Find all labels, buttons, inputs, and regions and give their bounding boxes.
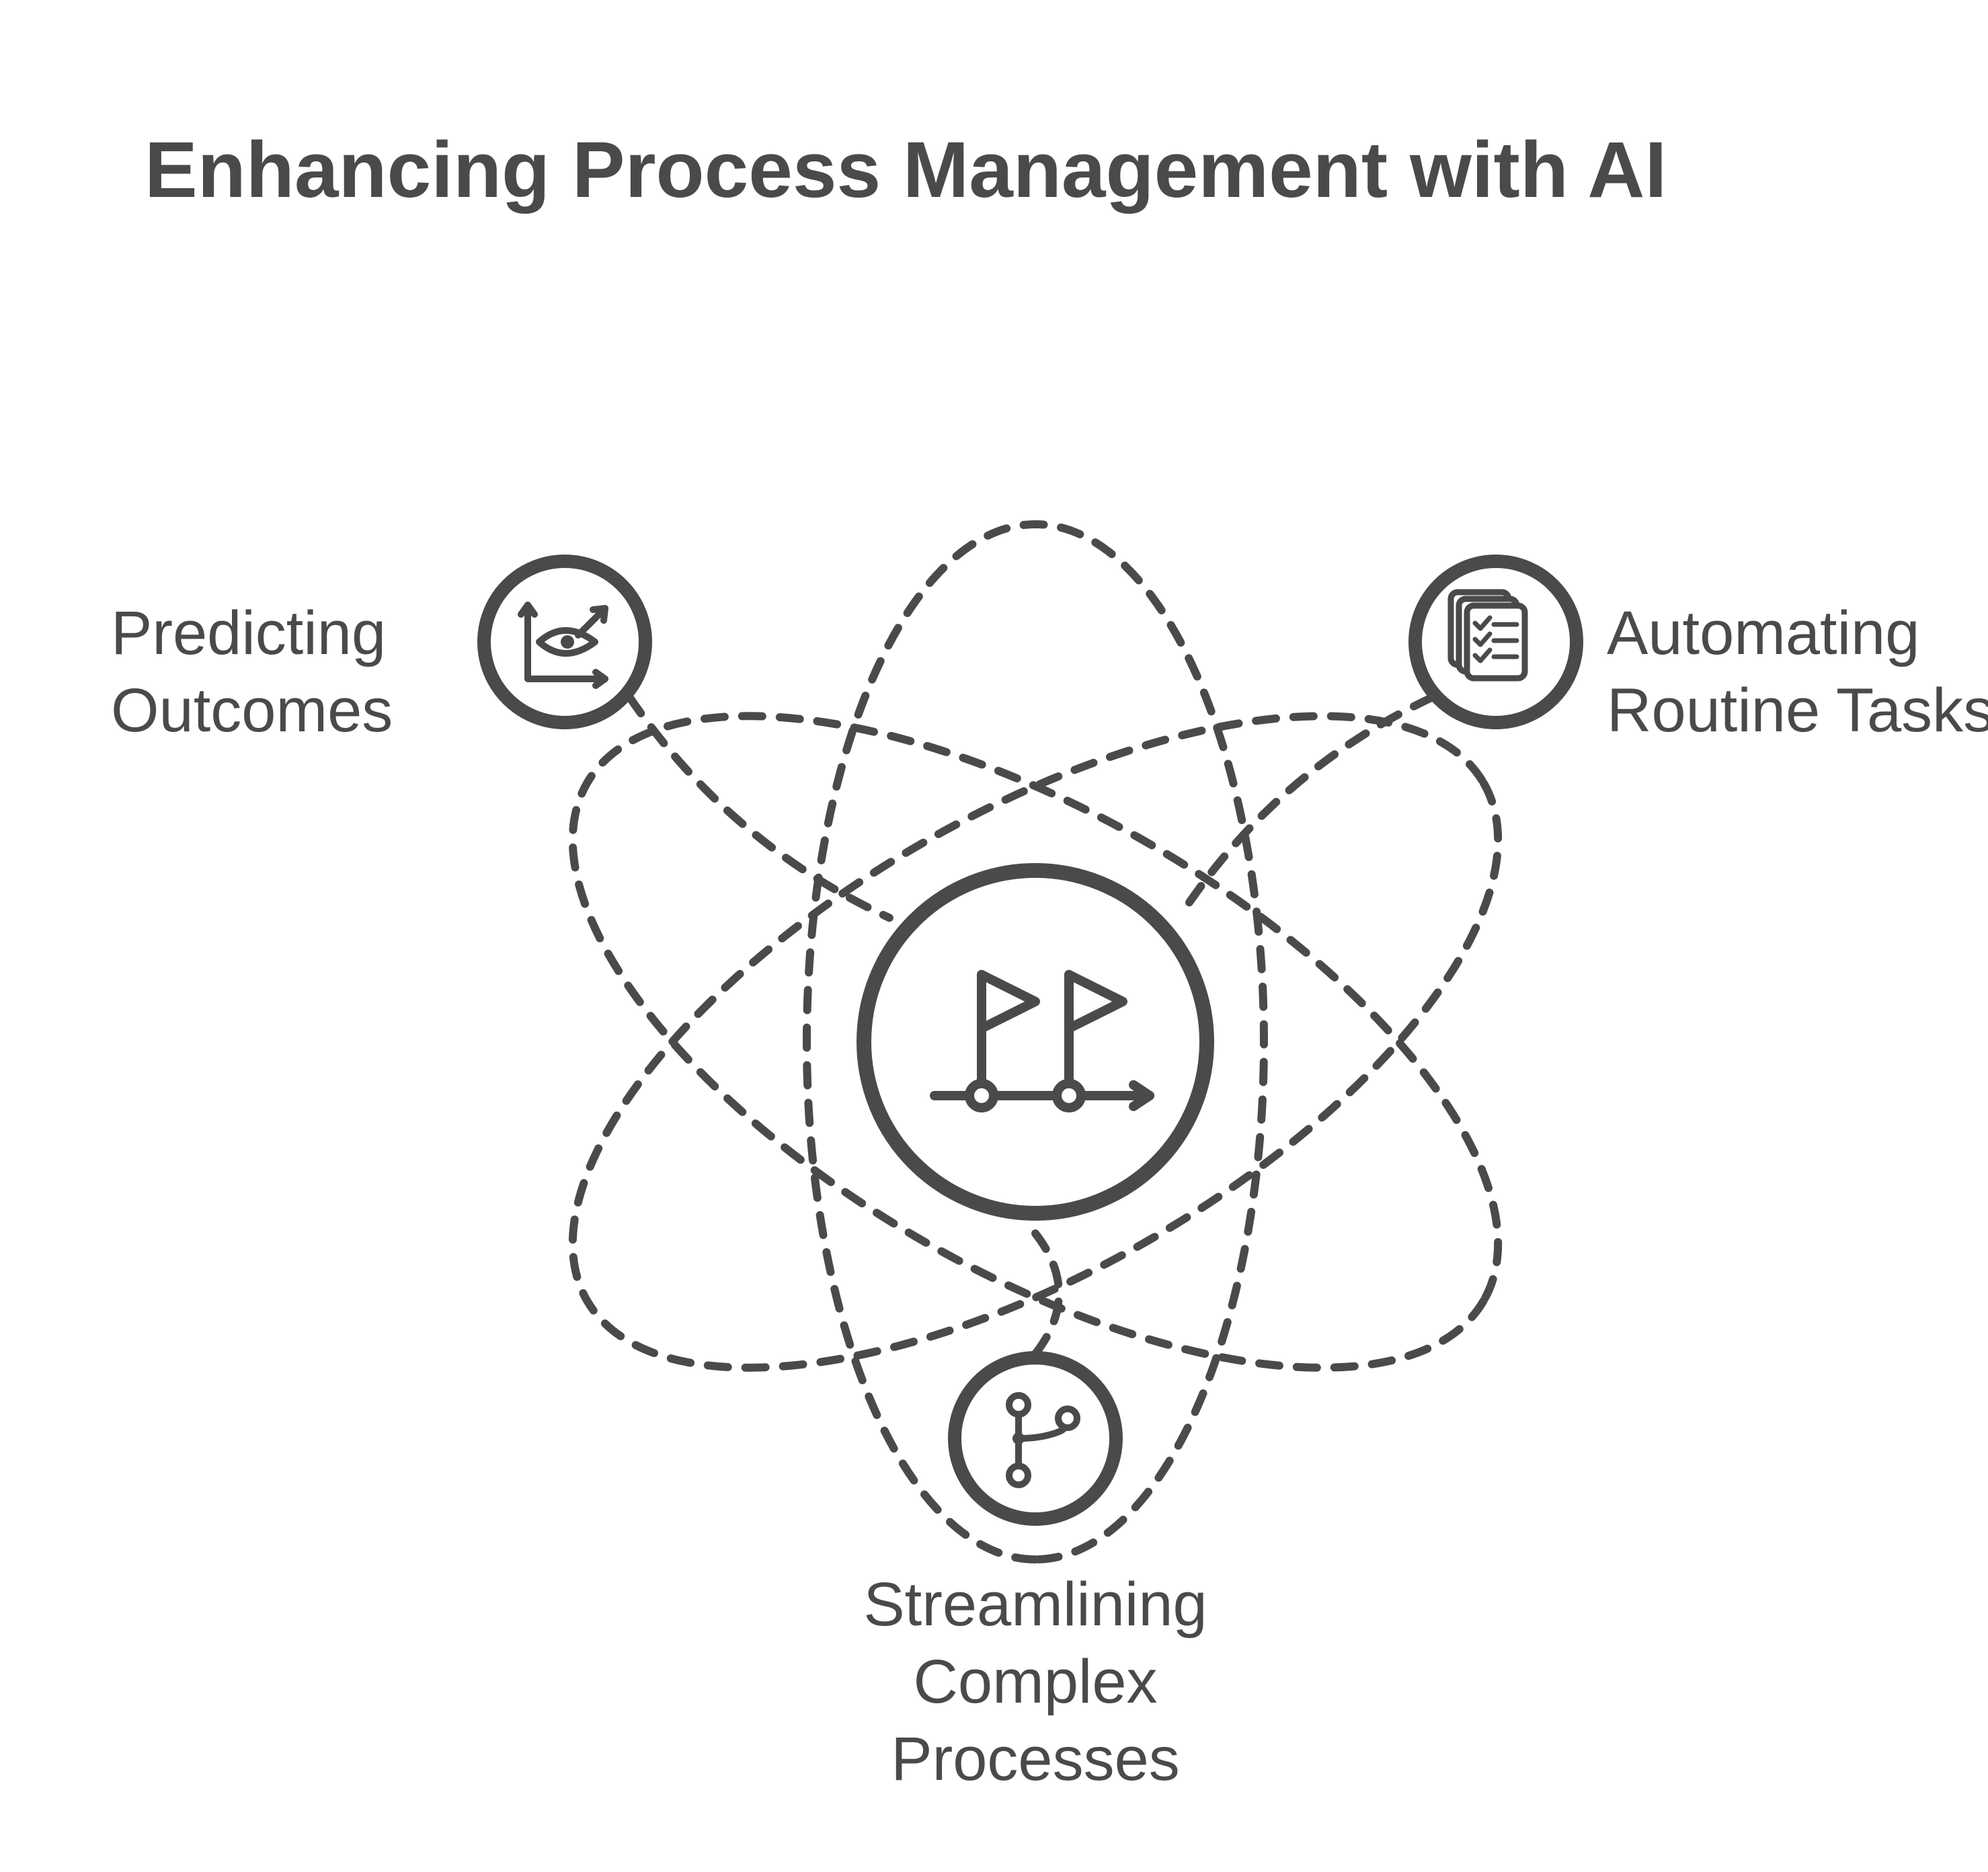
streamlining-complex-processes-label: Streamlining Complex Processes: [863, 1566, 1207, 1798]
checklist-stack-icon: [1451, 592, 1525, 678]
automating-routine-tasks-label: Automating Routine Tasks: [1607, 595, 1988, 749]
center-node-ring: [864, 870, 1207, 1213]
predicting-outcomes-label: Predicting Outcomes: [111, 595, 393, 749]
diagram-stage: Enhancing Process Management with AI Pre…: [0, 0, 1988, 1872]
